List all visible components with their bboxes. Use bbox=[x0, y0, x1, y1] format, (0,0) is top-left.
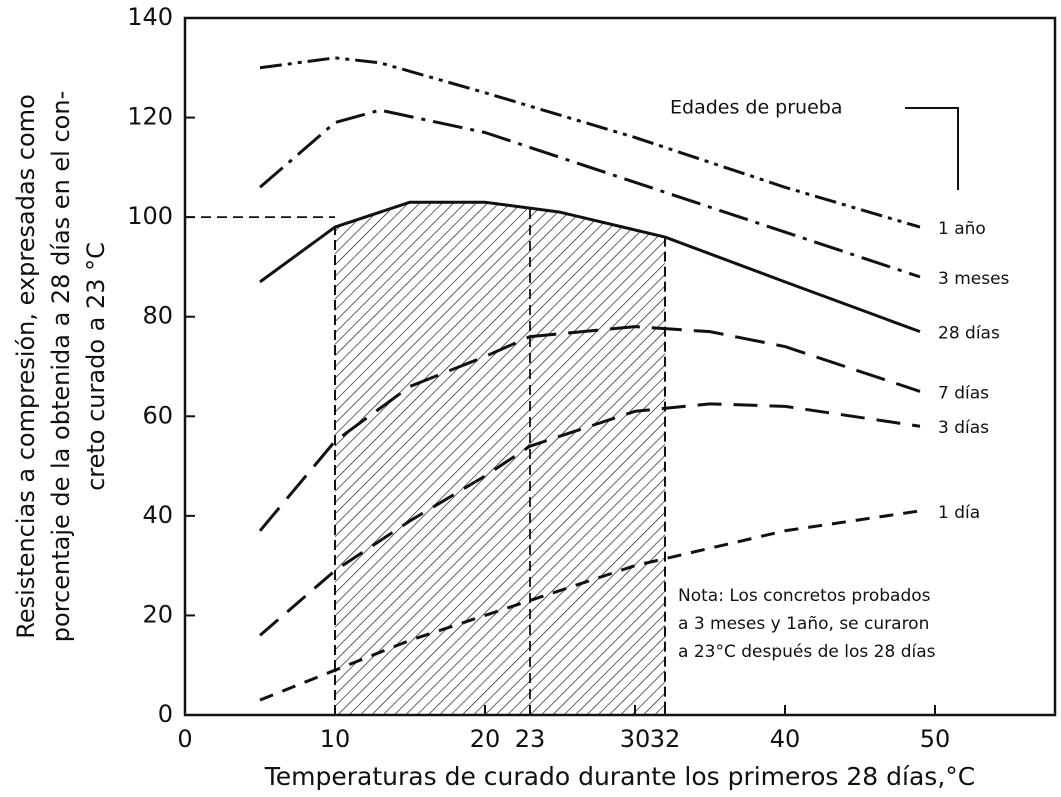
y-axis-label: porcentaje de la obtenida a 28 días en e… bbox=[47, 91, 75, 642]
note: Nota: Los concretos probados bbox=[678, 586, 931, 606]
note: a 3 meses y 1año, se curaron bbox=[678, 614, 929, 634]
x-tick-label: 0 bbox=[177, 725, 192, 753]
x-tick-label: 30 bbox=[620, 725, 651, 753]
series-line bbox=[259, 56, 921, 229]
y-tick-label: 100 bbox=[127, 202, 173, 230]
series-line bbox=[259, 402, 921, 637]
y-tick-label: 60 bbox=[142, 401, 173, 429]
series-label: 7 días bbox=[938, 383, 989, 403]
series-label: 3 meses bbox=[938, 269, 1010, 289]
x-tick-label: 40 bbox=[770, 725, 801, 753]
series-label: 3 días bbox=[938, 418, 989, 438]
x-tick-label: 20 bbox=[470, 725, 501, 753]
y-tick-label: 0 bbox=[158, 700, 173, 728]
legend-title: Edades de prueba bbox=[670, 97, 843, 119]
series-label: 1 año bbox=[938, 219, 986, 239]
series-line bbox=[259, 200, 921, 334]
y-tick-label: 140 bbox=[127, 3, 173, 31]
shaded-region bbox=[334, 201, 666, 716]
y-tick-label: 120 bbox=[127, 103, 173, 131]
series-line bbox=[258, 325, 921, 532]
x-tick-label: 23 bbox=[515, 725, 546, 753]
x-tick-label: 10 bbox=[320, 725, 351, 753]
series-line bbox=[259, 509, 921, 702]
series-label: 28 días bbox=[938, 324, 1000, 344]
x-tick-label: 32 bbox=[650, 725, 681, 753]
y-tick-label: 20 bbox=[142, 600, 173, 628]
y-tick-label: 80 bbox=[142, 302, 173, 330]
series-label: 1 día bbox=[938, 503, 980, 523]
x-axis-label: Temperaturas de curado durante los prime… bbox=[264, 762, 975, 791]
x-tick-label: 50 bbox=[920, 725, 951, 753]
y-tick-label: 40 bbox=[142, 501, 173, 529]
y-axis-label: creto curado a 23 °C bbox=[82, 242, 110, 491]
series-line bbox=[259, 108, 921, 279]
note: a 23°C después de los 28 días bbox=[678, 642, 936, 662]
y-axis-label: Resistencias a compresión, expresadas co… bbox=[12, 94, 40, 639]
legend-bracket bbox=[905, 107, 959, 190]
